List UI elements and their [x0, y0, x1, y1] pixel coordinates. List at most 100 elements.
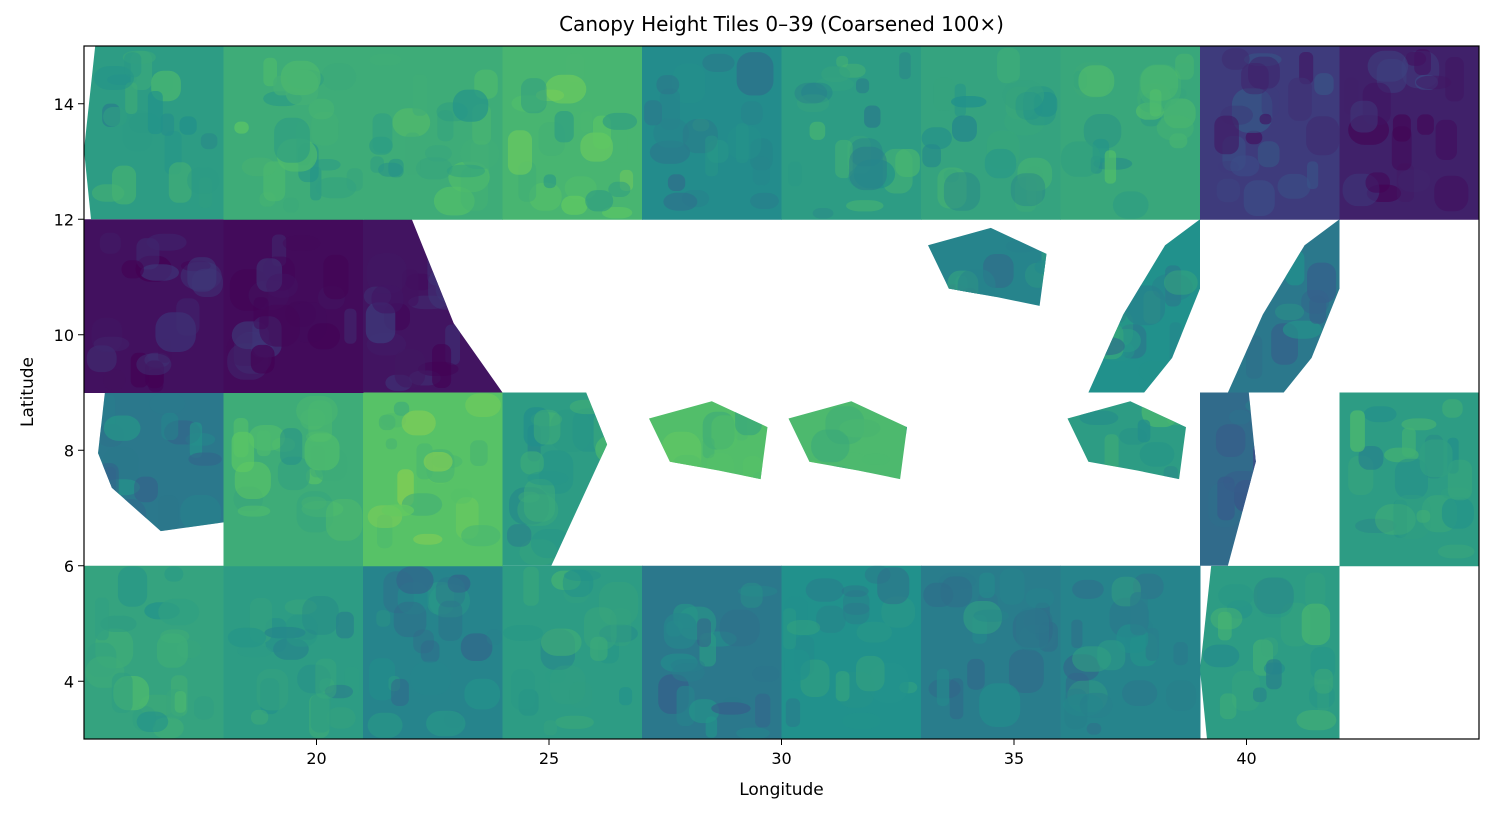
canopy-tile: [928, 227, 1047, 383]
tile-texture: [1204, 339, 1215, 372]
tile-texture: [1355, 518, 1397, 533]
tile-texture: [617, 529, 631, 539]
tile-texture: [737, 585, 778, 597]
tile-texture: [682, 119, 718, 154]
tile-texture: [661, 431, 702, 475]
tile-texture: [1401, 418, 1437, 431]
tile-texture: [1282, 450, 1313, 462]
tile-texture: [1227, 227, 1245, 261]
tile-texture: [812, 208, 834, 219]
tile-texture: [588, 553, 608, 565]
tile-texture: [784, 533, 811, 545]
canopy-tile: [1200, 46, 1340, 220]
tile-texture: [1002, 80, 1045, 111]
canopy-tile: [363, 219, 503, 393]
tile-texture: [1405, 51, 1427, 66]
tile-texture: [125, 82, 138, 114]
tile-texture: [231, 431, 255, 473]
canopy-tile: [223, 392, 364, 567]
tile-texture: [1206, 320, 1220, 363]
canopy-tile: [1200, 392, 1313, 566]
tile-texture: [697, 618, 711, 647]
tile-texture: [602, 112, 638, 130]
tile-texture: [569, 681, 592, 709]
tile-texture: [897, 503, 918, 531]
tile-texture: [367, 712, 403, 738]
tile-texture: [801, 515, 816, 537]
tile-texture: [784, 649, 810, 681]
tile-texture: [1275, 303, 1305, 321]
tile-texture: [1074, 495, 1094, 514]
tile-texture: [555, 715, 594, 729]
tile-texture: [161, 412, 179, 441]
tile-texture: [376, 610, 391, 627]
tile-texture: [263, 161, 286, 202]
tile-texture: [1203, 644, 1240, 668]
tile-texture: [282, 235, 321, 251]
tile-texture: [671, 454, 703, 480]
tile-texture: [1265, 223, 1285, 268]
tile-texture: [302, 596, 339, 635]
tile-texture: [1306, 116, 1340, 156]
tile-texture: [530, 529, 571, 559]
tile-texture: [1227, 242, 1253, 266]
tile-texture: [1282, 320, 1322, 339]
tile-texture: [719, 609, 760, 647]
canopy-tile: [363, 392, 503, 567]
x-axis-label: Longitude: [739, 780, 824, 800]
canopy-tile: [84, 219, 224, 393]
tile-base: [781, 46, 922, 220]
tile-texture: [1257, 141, 1280, 168]
y-tick-label: 10: [54, 326, 74, 345]
canopy-tile: [1339, 46, 1479, 220]
tile-texture: [1078, 65, 1115, 97]
tile-texture: [856, 78, 870, 94]
tile-texture: [93, 336, 130, 352]
tile-texture: [95, 597, 109, 641]
tile-texture: [996, 349, 1026, 383]
x-tick-label: 20: [306, 749, 326, 768]
tile-texture: [447, 574, 471, 593]
canopy-tile: [1067, 401, 1186, 528]
tile-texture: [121, 260, 144, 279]
tile-texture: [324, 684, 353, 699]
tile-texture: [1317, 679, 1329, 712]
tile-texture: [1266, 450, 1283, 493]
tile-texture: [967, 658, 985, 690]
tile-texture: [434, 244, 468, 257]
canopy-tile: [98, 392, 224, 532]
tile-texture: [1232, 269, 1262, 285]
tile-texture: [1314, 668, 1333, 694]
tile-texture: [461, 219, 500, 262]
tile-texture: [1258, 541, 1272, 559]
tile-texture: [93, 66, 134, 90]
canopy-tile: [84, 46, 224, 220]
tile-texture: [438, 600, 463, 641]
tile-texture: [711, 702, 751, 715]
tile-texture: [1080, 465, 1117, 480]
tile-texture: [1215, 424, 1246, 457]
tile-texture: [1104, 434, 1119, 475]
tile-texture: [168, 162, 192, 203]
tile-texture: [124, 52, 142, 78]
tile-texture: [283, 197, 299, 213]
tile-texture: [1396, 163, 1414, 202]
tile-texture: [296, 395, 338, 426]
tile-texture: [1131, 483, 1159, 528]
tile-texture: [801, 82, 833, 103]
y-tick-label: 14: [54, 95, 74, 114]
tile-texture: [943, 169, 959, 183]
tile-texture: [158, 495, 179, 532]
canopy-tile: [642, 46, 782, 220]
tile-texture: [336, 611, 354, 639]
tile-texture: [688, 478, 726, 480]
tile-texture: [1121, 221, 1150, 265]
y-tick-label: 6: [64, 557, 74, 576]
tile-texture: [304, 433, 340, 471]
tile-texture: [174, 691, 187, 713]
tile-texture: [410, 661, 451, 696]
tile-texture: [1218, 584, 1254, 608]
tile-texture: [1016, 607, 1050, 651]
tile-texture: [366, 253, 407, 294]
tile-texture: [428, 584, 471, 618]
